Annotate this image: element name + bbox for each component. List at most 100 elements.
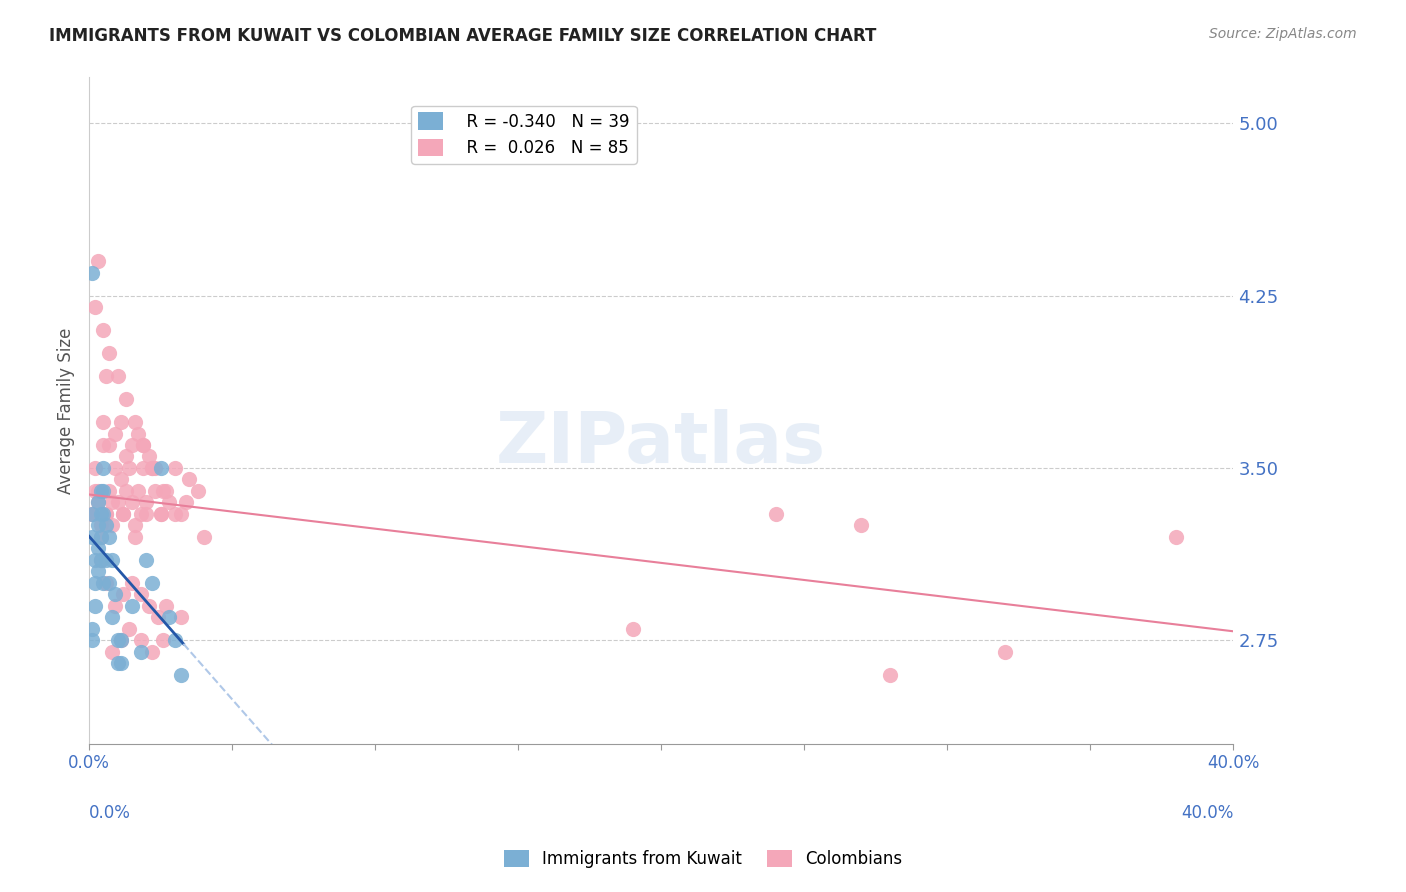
- Point: [86, 254, 108, 268]
- Point: [110, 633, 132, 648]
- Point: [141, 461, 163, 475]
- Point: [115, 392, 138, 406]
- Point: [80, 507, 103, 521]
- Point: [86, 495, 108, 509]
- Point: [127, 483, 149, 498]
- Point: [146, 610, 169, 624]
- Point: [98, 530, 121, 544]
- Point: [93, 415, 115, 429]
- Text: Source: ZipAtlas.com: Source: ZipAtlas.com: [1209, 27, 1357, 41]
- Point: [96, 575, 118, 590]
- Point: [89, 507, 111, 521]
- Point: [101, 518, 124, 533]
- Point: [118, 622, 141, 636]
- Point: [138, 450, 160, 464]
- Point: [107, 369, 129, 384]
- Point: [1166, 530, 1188, 544]
- Text: 40.0%: 40.0%: [1181, 804, 1233, 822]
- Point: [155, 599, 177, 613]
- Point: [124, 415, 146, 429]
- Point: [80, 622, 103, 636]
- Point: [141, 645, 163, 659]
- Point: [143, 461, 166, 475]
- Point: [132, 438, 155, 452]
- Point: [157, 610, 180, 624]
- Point: [138, 599, 160, 613]
- Point: [89, 518, 111, 533]
- Text: IMMIGRANTS FROM KUWAIT VS COLOMBIAN AVERAGE FAMILY SIZE CORRELATION CHART: IMMIGRANTS FROM KUWAIT VS COLOMBIAN AVER…: [49, 27, 876, 45]
- Point: [80, 266, 103, 280]
- Point: [127, 426, 149, 441]
- Point: [83, 599, 105, 613]
- Point: [155, 483, 177, 498]
- Point: [193, 530, 215, 544]
- Point: [86, 483, 108, 498]
- Point: [107, 633, 129, 648]
- Point: [83, 300, 105, 314]
- Point: [149, 507, 172, 521]
- Text: 0.0%: 0.0%: [89, 804, 131, 822]
- Point: [80, 507, 103, 521]
- Point: [163, 633, 186, 648]
- Point: [83, 553, 105, 567]
- Point: [112, 587, 135, 601]
- Point: [141, 575, 163, 590]
- Point: [129, 633, 152, 648]
- Point: [112, 507, 135, 521]
- Point: [96, 369, 118, 384]
- Point: [163, 461, 186, 475]
- Point: [124, 518, 146, 533]
- Point: [86, 541, 108, 556]
- Point: [101, 553, 124, 567]
- Legend: Immigrants from Kuwait, Colombians: Immigrants from Kuwait, Colombians: [496, 843, 910, 875]
- Point: [152, 633, 174, 648]
- Point: [86, 565, 108, 579]
- Point: [169, 507, 191, 521]
- Point: [179, 473, 201, 487]
- Point: [993, 645, 1015, 659]
- Point: [93, 461, 115, 475]
- Point: [98, 483, 121, 498]
- Point: [96, 507, 118, 521]
- Point: [89, 530, 111, 544]
- Point: [135, 495, 157, 509]
- Point: [86, 518, 108, 533]
- Point: [129, 587, 152, 601]
- Point: [89, 553, 111, 567]
- Text: ZIPatlas: ZIPatlas: [496, 409, 827, 478]
- Point: [101, 495, 124, 509]
- Point: [621, 622, 644, 636]
- Point: [135, 553, 157, 567]
- Point: [110, 633, 132, 648]
- Point: [121, 599, 143, 613]
- Point: [93, 507, 115, 521]
- Point: [879, 667, 901, 681]
- Point: [93, 323, 115, 337]
- Point: [112, 507, 135, 521]
- Point: [93, 438, 115, 452]
- Point: [86, 495, 108, 509]
- Point: [107, 657, 129, 671]
- Point: [121, 438, 143, 452]
- Point: [101, 645, 124, 659]
- Point: [83, 575, 105, 590]
- Point: [89, 483, 111, 498]
- Point: [129, 507, 152, 521]
- Y-axis label: Average Family Size: Average Family Size: [58, 327, 75, 494]
- Point: [89, 553, 111, 567]
- Point: [98, 438, 121, 452]
- Point: [98, 346, 121, 360]
- Point: [765, 507, 787, 521]
- Point: [80, 530, 103, 544]
- Point: [187, 483, 209, 498]
- Point: [110, 473, 132, 487]
- Point: [104, 461, 127, 475]
- Point: [121, 575, 143, 590]
- Point: [83, 461, 105, 475]
- Point: [96, 518, 118, 533]
- Point: [176, 495, 198, 509]
- Point: [80, 507, 103, 521]
- Legend:   R = -0.340   N = 39,   R =  0.026   N = 85: R = -0.340 N = 39, R = 0.026 N = 85: [412, 106, 637, 164]
- Point: [101, 610, 124, 624]
- Point: [93, 575, 115, 590]
